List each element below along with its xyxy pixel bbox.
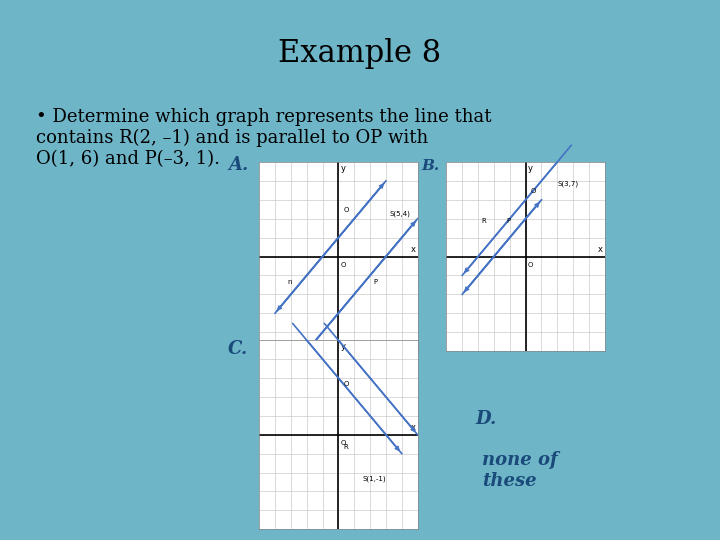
Text: O: O <box>343 381 348 388</box>
Text: Example 8: Example 8 <box>279 38 441 69</box>
Text: O: O <box>531 188 536 194</box>
Text: none of
these: none of these <box>482 451 558 490</box>
Text: n: n <box>288 279 292 285</box>
Text: R: R <box>343 444 348 450</box>
Text: B.: B. <box>421 159 439 173</box>
Text: x: x <box>411 423 416 432</box>
Text: A.: A. <box>228 156 248 174</box>
Text: O: O <box>528 262 534 268</box>
Text: y: y <box>341 164 346 173</box>
Text: R: R <box>481 218 486 225</box>
Text: C.: C. <box>228 340 248 357</box>
Text: D.: D. <box>475 410 497 428</box>
Text: x: x <box>411 245 416 254</box>
Text: S(1,-1): S(1,-1) <box>362 475 386 482</box>
Text: O: O <box>341 262 346 268</box>
Text: O: O <box>343 207 348 213</box>
Text: x: x <box>598 245 603 254</box>
Text: O: O <box>341 441 346 447</box>
Text: S(5,4): S(5,4) <box>389 210 410 217</box>
Text: P: P <box>373 279 377 285</box>
Text: y: y <box>341 342 346 351</box>
Text: S(3,7): S(3,7) <box>557 180 578 186</box>
Text: P: P <box>507 218 510 225</box>
Text: • Determine which graph represents the line that
contains R(2, –1) and is parall: • Determine which graph represents the l… <box>36 108 492 168</box>
Text: y: y <box>528 164 533 173</box>
